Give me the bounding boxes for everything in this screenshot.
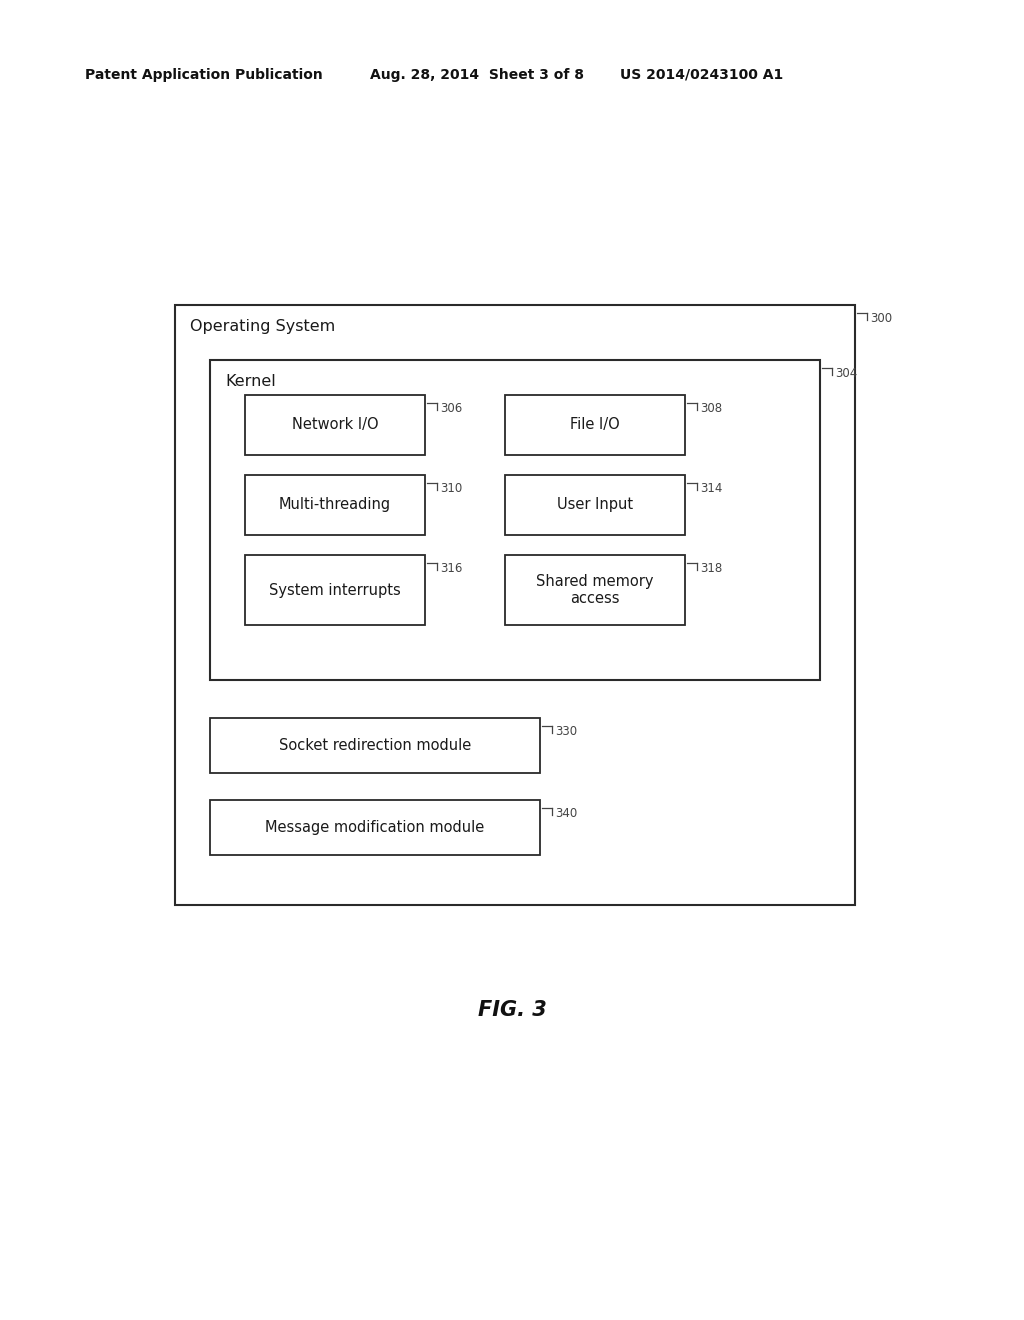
Text: 314: 314 (700, 482, 722, 495)
Text: FIG. 3: FIG. 3 (477, 1001, 547, 1020)
Bar (210, 360, 820, 680)
Text: User Input: User Input (557, 498, 633, 512)
Bar (505, 475, 685, 535)
Bar (245, 475, 425, 535)
Bar (505, 554, 685, 624)
Text: Message modification module: Message modification module (265, 820, 484, 836)
Text: Shared memory
access: Shared memory access (537, 574, 653, 606)
Text: Patent Application Publication: Patent Application Publication (85, 69, 323, 82)
Bar (210, 718, 540, 774)
Text: 308: 308 (700, 403, 722, 414)
Text: Network I/O: Network I/O (292, 417, 378, 433)
Text: Kernel: Kernel (225, 375, 275, 389)
Text: File I/O: File I/O (570, 417, 620, 433)
Text: 310: 310 (440, 482, 462, 495)
Text: US 2014/0243100 A1: US 2014/0243100 A1 (620, 69, 783, 82)
Bar (175, 305, 855, 906)
Text: System interrupts: System interrupts (269, 582, 400, 598)
Bar (245, 554, 425, 624)
Text: Socket redirection module: Socket redirection module (279, 738, 471, 752)
Text: Aug. 28, 2014  Sheet 3 of 8: Aug. 28, 2014 Sheet 3 of 8 (370, 69, 584, 82)
Bar (505, 395, 685, 455)
Text: 306: 306 (440, 403, 462, 414)
Text: 340: 340 (555, 807, 578, 820)
Text: 304: 304 (835, 367, 857, 380)
Text: 330: 330 (555, 725, 578, 738)
Text: Multi-threading: Multi-threading (279, 498, 391, 512)
Text: 318: 318 (700, 562, 722, 576)
Text: 316: 316 (440, 562, 463, 576)
Bar (210, 800, 540, 855)
Text: Operating System: Operating System (190, 319, 335, 334)
Text: 300: 300 (870, 312, 892, 325)
Bar (245, 395, 425, 455)
